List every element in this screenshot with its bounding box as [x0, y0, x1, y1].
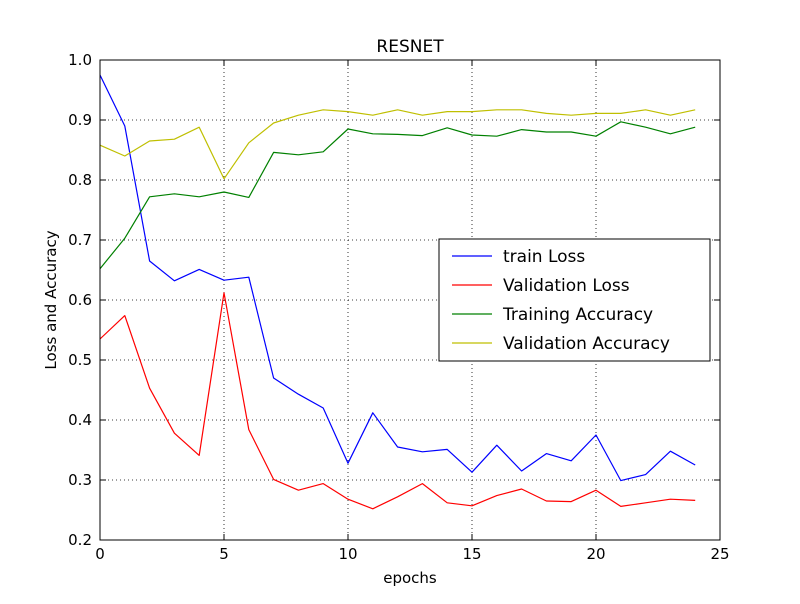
x-tick-label: 5: [219, 545, 229, 563]
y-axis-label: Loss and Accuracy: [42, 230, 60, 369]
x-tick-label: 15: [462, 545, 481, 563]
legend-label-train-loss: train Loss: [503, 247, 585, 267]
x-tick-label: 0: [95, 545, 105, 563]
series-lines: [99, 74, 696, 510]
series-line-train-loss: [99, 74, 696, 482]
y-tick-label: 0.9: [68, 111, 92, 129]
chart-title: RESNET: [376, 37, 444, 57]
y-tick-label: 0.8: [68, 171, 92, 189]
x-tick-label: 20: [586, 545, 605, 563]
y-tick-label: 0.7: [68, 231, 92, 249]
y-tick-label: 0.4: [68, 411, 92, 429]
series-line-validation-accuracy: [99, 109, 696, 180]
y-tick-label: 0.3: [68, 471, 92, 489]
legend-label-validation-accuracy: Validation Accuracy: [503, 334, 670, 354]
legend: train Loss Validation Loss Training Accura…: [438, 238, 711, 362]
legend-box: [438, 238, 711, 362]
x-tick-label: 25: [710, 545, 729, 563]
x-tick-label: 10: [338, 545, 357, 563]
series-line-validation-loss: [99, 292, 696, 510]
legend-label-validation-loss: Validation Loss: [503, 276, 630, 296]
y-tick-label: 0.5: [68, 351, 92, 369]
legend-label-training-accuracy: Training Accuracy: [502, 305, 653, 325]
x-axis-label: epochs: [383, 569, 437, 587]
y-tick-label: 0.6: [68, 291, 92, 309]
y-tick-label: 0.2: [68, 531, 92, 549]
axis-ticks: 0 5 10 15 20 25 0.2 0.3 0.4 0.5 0.6 0.7 0.8 0.9 1.0: [68, 51, 729, 563]
y-tick-label: 1.0: [68, 51, 92, 69]
series-line-training-accuracy: [99, 121, 696, 270]
